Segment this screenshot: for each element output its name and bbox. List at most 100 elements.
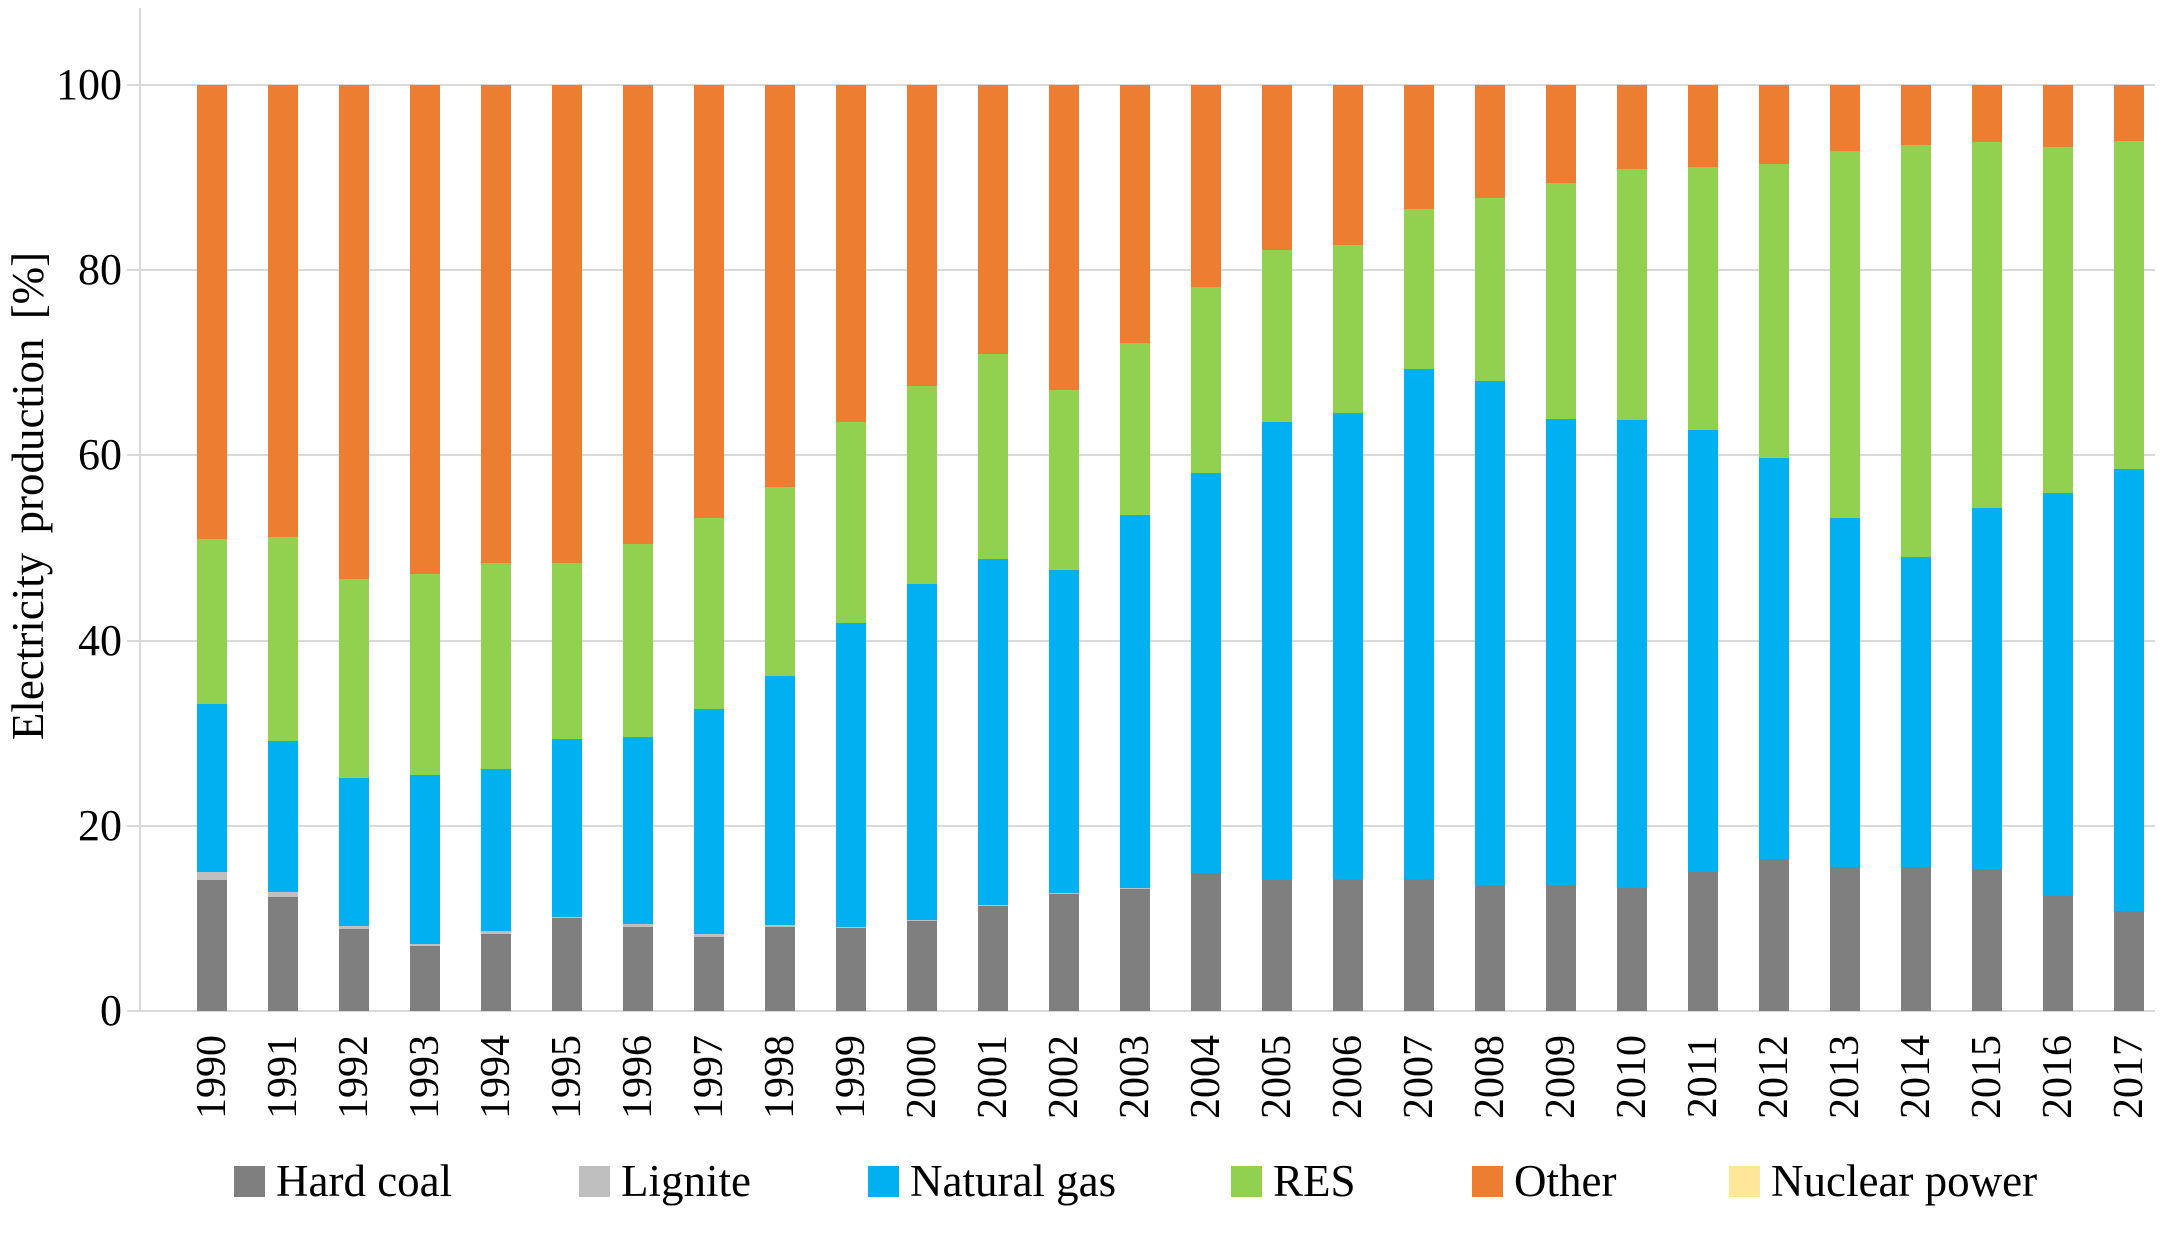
bar-2002 <box>1048 85 1079 1011</box>
bar-segment-lignite <box>1119 887 1150 889</box>
bar-segment-natural-gas <box>835 623 866 927</box>
y-tick-label: 20 <box>78 800 122 850</box>
bar-segment-hard-coal <box>2042 896 2073 1011</box>
bar-2012 <box>1758 85 1789 1011</box>
bar-2006 <box>1332 85 1363 1011</box>
y-tick-label: 0 <box>100 986 122 1035</box>
bar-segment-lignite <box>693 934 724 937</box>
bar-segment-res <box>693 518 724 710</box>
x-category-label: 1998 <box>756 1035 803 1119</box>
bar-segment-hard-coal <box>693 936 724 1011</box>
bar-segment-hard-coal <box>1332 878 1363 1011</box>
bar-segment-other <box>2113 85 2144 141</box>
bar-segment-other <box>1687 85 1718 167</box>
bar-segment-other <box>1332 85 1363 246</box>
x-category-label: 1992 <box>330 1035 377 1119</box>
bar-segment-lignite <box>338 925 369 929</box>
bar-segment-hard-coal <box>409 946 440 1011</box>
bar-segment-res <box>906 385 937 585</box>
legend-label: Other <box>1514 1156 1617 1206</box>
bar-1997 <box>693 85 724 1011</box>
y-axis-tick <box>127 639 141 642</box>
bar-segment-other <box>764 85 795 487</box>
bar-segment-res <box>1048 389 1079 571</box>
bar-segment-other <box>1261 85 1292 250</box>
bar-segment-res <box>267 536 298 741</box>
bar-segment-hard-coal <box>196 879 227 1011</box>
bar-2013 <box>1829 85 1860 1011</box>
y-axis-tick <box>127 84 141 86</box>
bar-segment-res <box>1758 163 1789 459</box>
bar-segment-res <box>1900 145 1931 558</box>
bar-segment-hard-coal <box>338 928 369 1011</box>
y-axis-tick <box>127 1010 141 1012</box>
bar-segment-natural-gas <box>1545 419 1576 886</box>
bar-segment-lignite <box>196 872 227 880</box>
x-category-label: 2010 <box>1608 1035 1655 1119</box>
legend-swatch-hard-coal <box>234 1165 265 1197</box>
bar-segment-hard-coal <box>906 921 937 1011</box>
bar-1999 <box>835 85 866 1011</box>
bar-1994 <box>480 85 511 1011</box>
bar-segment-hard-coal <box>1119 888 1150 1011</box>
bar-segment-natural-gas <box>1332 412 1363 879</box>
x-category-label: 2013 <box>1821 1035 1868 1119</box>
legend-label: Lignite <box>621 1156 751 1206</box>
bar-segment-res <box>835 422 866 624</box>
x-category-label: 1990 <box>188 1035 235 1119</box>
bar-segment-other <box>622 85 653 545</box>
bar-segment-lignite <box>1048 893 1079 895</box>
bar-segment-res <box>338 578 369 778</box>
bar-1991 <box>267 85 298 1011</box>
bar-segment-natural-gas <box>551 738 582 917</box>
bar-2000 <box>906 85 937 1011</box>
bar-segment-hard-coal <box>1971 869 2002 1011</box>
bar-segment-res <box>196 538 227 704</box>
bar-segment-res <box>1332 245 1363 413</box>
bar-segment-res <box>1687 166 1718 431</box>
bar-segment-other <box>338 85 369 579</box>
bar-segment-other <box>1758 85 1789 164</box>
y-tick-label: 60 <box>78 430 122 480</box>
x-category-label: 2008 <box>1466 1035 1513 1119</box>
x-category-label: 2004 <box>1182 1035 1229 1119</box>
bar-segment-hard-coal <box>1758 859 1789 1011</box>
bar-1990 <box>196 85 227 1011</box>
bar-segment-other <box>480 85 511 563</box>
bar-segment-natural-gas <box>1971 508 2002 870</box>
bar-segment-hard-coal <box>267 897 298 1011</box>
bar-segment-hard-coal <box>1829 866 1860 1011</box>
bar-segment-lignite <box>409 944 440 947</box>
bar-2005 <box>1261 85 1292 1011</box>
y-tick-label: 80 <box>78 245 122 295</box>
bar-segment-res <box>1261 249 1292 423</box>
bar-2009 <box>1545 85 1576 1011</box>
x-category-label: 2015 <box>1963 1035 2010 1119</box>
bar-segment-res <box>1474 197 1505 382</box>
bar-segment-other <box>409 85 440 574</box>
bar-2014 <box>1900 85 1931 1011</box>
bar-segment-natural-gas <box>1119 514 1150 888</box>
bar-segment-natural-gas <box>1261 422 1292 880</box>
bar-2016 <box>2042 85 2073 1011</box>
bar-segment-other <box>977 85 1008 354</box>
x-category-label: 2005 <box>1253 1035 1300 1119</box>
legend-item-lignite: Lignite <box>579 1155 751 1207</box>
bar-2007 <box>1403 85 1434 1011</box>
bar-segment-lignite <box>551 916 582 919</box>
bar-segment-natural-gas <box>1758 458 1789 860</box>
y-gridline <box>140 84 2155 86</box>
bar-segment-natural-gas <box>2042 493 2073 897</box>
bar-segment-hard-coal <box>764 926 795 1011</box>
bar-segment-other <box>835 85 866 423</box>
bar-segment-hard-coal <box>1190 873 1221 1011</box>
legend-label: Nuclear power <box>1771 1156 2038 1206</box>
bar-segment-hard-coal <box>1616 887 1647 1011</box>
x-category-label: 2003 <box>1111 1035 1158 1119</box>
y-axis-line <box>139 8 141 1012</box>
bar-segment-hard-coal <box>622 926 653 1011</box>
bar-segment-res <box>551 562 582 739</box>
bar-2001 <box>977 85 1008 1011</box>
bar-segment-natural-gas <box>267 740 298 892</box>
x-category-label: 2009 <box>1537 1035 1584 1119</box>
